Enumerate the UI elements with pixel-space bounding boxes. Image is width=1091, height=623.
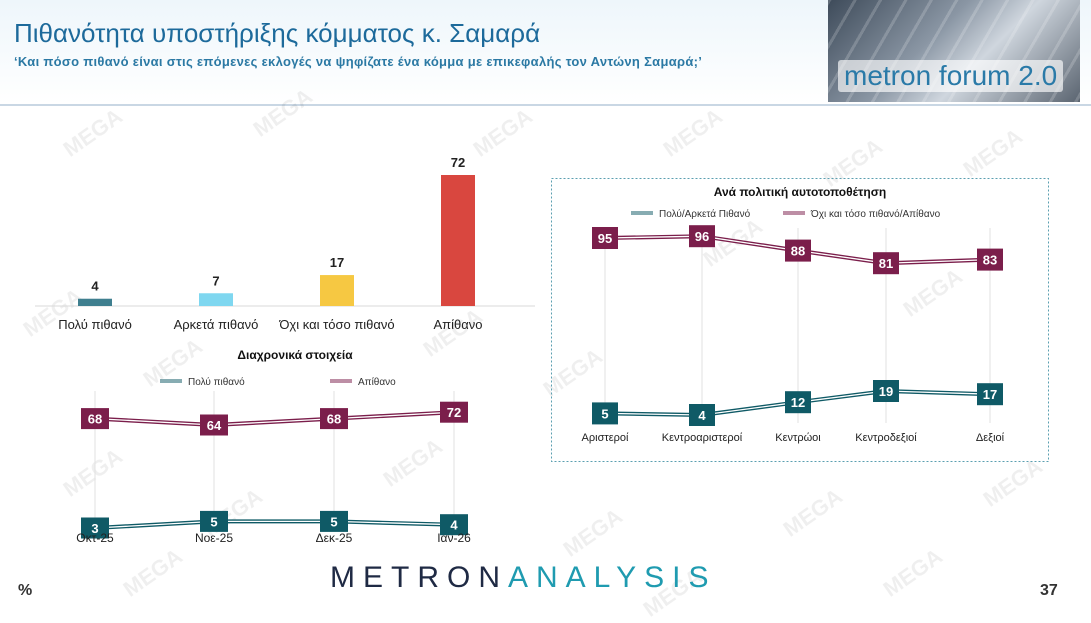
bar-value-label: 72: [451, 155, 465, 170]
x-category-label: Κεντρώοι: [775, 432, 821, 444]
data-point-marker: [873, 252, 899, 275]
data-value-label: 81: [879, 256, 893, 271]
x-category-label: Ιαν-26: [437, 531, 471, 545]
metron-analysis-brand: METRONANALYSIS: [330, 561, 717, 595]
bar-category-label: Απίθανο: [433, 317, 482, 332]
chart-frame: [551, 178, 1049, 462]
bar-chart: 4 Πολύ πιθανό 7 Αρκετά πιθανό 17 Όχι και τόσο…: [35, 155, 535, 332]
bar: [199, 293, 233, 306]
watermark: MEGA: [658, 103, 727, 162]
legend-label: Πολύ πιθανό: [188, 376, 245, 388]
watermark: MEGA: [958, 123, 1027, 182]
data-point-marker: [689, 225, 715, 248]
data-value-label: 88: [791, 244, 805, 259]
data-value-label: 95: [598, 231, 612, 246]
data-value-label: 5: [330, 514, 337, 529]
bar: [320, 275, 354, 306]
data-point-marker: [440, 401, 468, 423]
data-point-marker: [200, 510, 228, 532]
bar-category-label: Αρκετά πιθανό: [174, 317, 259, 332]
brand-analysis: ANALYSIS: [508, 561, 717, 594]
x-category-label: Νοε-25: [195, 531, 233, 545]
bar: [441, 175, 475, 306]
data-point-marker: [977, 383, 1003, 406]
trend-line-chart: Διαχρονικά στοιχεία Πολύ πιθανό Απίθανο 3 5 5…: [76, 348, 471, 545]
x-category-label: Κεντροαριστεροί: [662, 432, 743, 444]
bar-category-label: Όχι και τόσο πιθανό: [278, 317, 394, 332]
data-value-label: 68: [88, 412, 102, 427]
legend-label: Απίθανο: [358, 376, 396, 388]
data-value-label: 64: [207, 418, 222, 433]
data-value-label: 68: [327, 412, 341, 427]
page-title: Πιθανότητα υποστήριξης κόμματος κ. Σαμαρ…: [14, 18, 541, 48]
data-value-label: 72: [447, 405, 461, 420]
series-line-highlight: [94, 411, 455, 426]
bar: [78, 298, 112, 306]
ideology-line-chart: Ανά πολιτική αυτοτοποθέτηση Πολύ/Αρκετά Π…: [551, 178, 1049, 462]
chart-title: Ανά πολιτική αυτοτοποθέτηση: [714, 185, 887, 199]
data-point-marker: [200, 414, 228, 436]
data-point-marker: [873, 380, 899, 402]
data-value-label: 4: [450, 518, 458, 533]
chart-title: Διαχρονικά στοιχεία: [237, 348, 353, 362]
data-point-marker: [320, 408, 348, 430]
legend-label: Πολύ/Αρκετά Πιθανό: [659, 208, 751, 220]
x-category-label: Δεκ-25: [316, 531, 353, 545]
data-point-marker: [592, 227, 618, 249]
bar-value-label: 17: [330, 255, 344, 270]
data-value-label: 5: [210, 514, 217, 529]
question-subtitle: ‘Και πόσο πιθανό είναι στις επόμενες εκλ…: [14, 54, 703, 69]
data-point-marker: [81, 408, 109, 430]
x-category-label: Οκτ-25: [76, 531, 114, 545]
bar-value-label: 7: [212, 273, 219, 288]
data-value-label: 5: [601, 406, 608, 421]
data-point-marker: [440, 514, 468, 536]
data-value-label: 4: [698, 408, 706, 423]
slide-header: Πιθανότητα υποστήριξης κόμματος κ. Σαμαρ…: [0, 0, 1091, 106]
percent-label: %: [18, 582, 33, 599]
data-point-marker: [785, 239, 811, 262]
data-point-marker: [689, 404, 715, 426]
data-value-label: 19: [879, 384, 893, 399]
data-value-label: 17: [983, 387, 997, 402]
watermark: MEGA: [778, 483, 847, 542]
watermark: MEGA: [878, 543, 947, 602]
logo-text: metron forum 2.0: [838, 60, 1064, 92]
data-value-label: 83: [983, 253, 997, 268]
x-category-label: Κεντροδεξιοί: [855, 432, 917, 444]
data-value-label: 96: [695, 229, 709, 244]
bar-category-label: Πολύ πιθανό: [58, 317, 132, 332]
watermark: MEGA: [118, 543, 187, 602]
series-line: [94, 410, 455, 428]
data-point-marker: [320, 510, 348, 532]
series-line-highlight: [94, 520, 455, 529]
page-number: 37: [1040, 582, 1058, 599]
data-point-marker: [977, 248, 1003, 271]
data-point-marker: [81, 517, 109, 539]
metron-forum-logo: metron forum 2.0: [828, 0, 1080, 102]
data-point-marker: [592, 402, 618, 425]
brand-metron: METRON: [330, 561, 508, 594]
watermark: MEGA: [558, 503, 627, 562]
x-category-label: Δεξιοί: [976, 432, 1005, 444]
x-category-label: Αριστεροί: [582, 432, 629, 444]
legend-label: Όχι και τόσο πιθανό/Απίθανο: [810, 208, 941, 220]
data-value-label: 12: [791, 395, 805, 410]
bar-value-label: 4: [91, 279, 99, 294]
data-value-label: 3: [91, 521, 98, 536]
data-point-marker: [785, 391, 811, 414]
